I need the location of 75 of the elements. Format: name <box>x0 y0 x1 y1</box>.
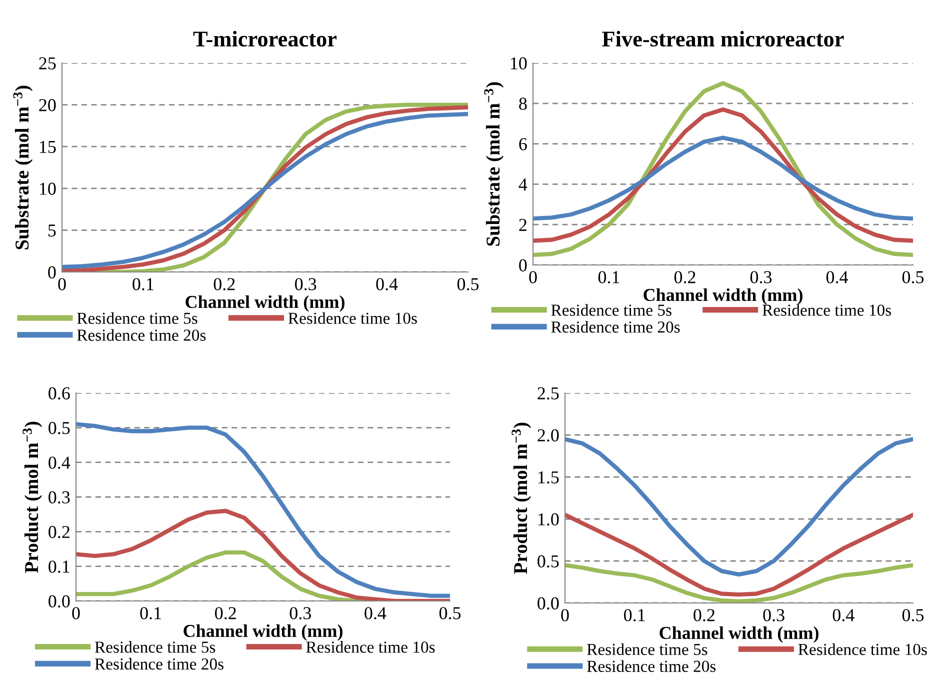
y-axis-title: Product (mol m$^{−3}$) <box>22 422 42 573</box>
y-tick-label: 10 <box>40 182 56 195</box>
x-tick-label: 0 <box>529 271 537 284</box>
y-tick-label: 0.6 <box>48 387 70 400</box>
legend-label: Residence time 20s <box>94 658 224 670</box>
x-tick-label: 0.3 <box>763 609 784 622</box>
x-tick-label: 0.5 <box>902 609 924 622</box>
x-tick-label: 0 <box>561 609 569 622</box>
x-tick-label: 0.2 <box>214 278 235 290</box>
y-tick-label: 2 <box>519 218 526 231</box>
chart-title: Five-stream microreactor <box>602 30 844 47</box>
x-axis-title: Channel width (mm) <box>186 295 344 312</box>
x-axis-title: Channel width (mm) <box>660 626 818 643</box>
y-axis-title: Substrate (mol m$^{−3}$) <box>484 82 504 246</box>
legend-label: Residence time 10s <box>306 641 435 653</box>
legend-label: Residence time 20s <box>551 320 680 333</box>
x-tick-label: 0.4 <box>832 609 854 622</box>
y-tick-label: 5 <box>48 224 56 237</box>
x-axis-title: Channel width (mm) <box>644 288 802 305</box>
x-tick-label: 0.2 <box>215 607 236 620</box>
y-tick-label: 0.3 <box>48 491 70 504</box>
x-tick-label: 0 <box>72 607 80 620</box>
y-tick-label: 6 <box>519 138 527 150</box>
line-series <box>76 422 450 598</box>
y-tick-label: 2.5 <box>538 387 559 400</box>
legend-label: Residence time 20s <box>77 329 206 341</box>
line-series <box>565 512 913 597</box>
y-tick-label: 8 <box>519 98 527 110</box>
y-tick-label: 0.2 <box>48 526 70 538</box>
x-tick-label: 0.3 <box>750 271 772 284</box>
line-series <box>533 136 913 221</box>
y-tick-label: 0.0 <box>48 595 70 608</box>
line-series <box>565 437 913 577</box>
legend-label: Residence time 10s <box>762 304 891 316</box>
x-tick-label: 0.4 <box>364 607 386 620</box>
y-tick-label: 1.5 <box>538 471 559 484</box>
line-series <box>533 81 913 257</box>
legend-label: Residence time 20s <box>587 660 716 672</box>
y-tick-label: 0.4 <box>48 456 70 469</box>
x-tick-label: 0.4 <box>376 278 398 290</box>
x-tick-label: 0.1 <box>132 278 154 290</box>
y-tick-label: 15 <box>40 140 56 154</box>
y-tick-label: 0.0 <box>538 597 559 610</box>
y-tick-label: 0.5 <box>538 555 559 568</box>
x-tick-label: 0.1 <box>598 271 620 284</box>
legend-label: Residence time 5s <box>77 312 198 324</box>
y-tick-label: 20 <box>39 99 56 112</box>
legend-label: Residence time 10s <box>798 643 927 656</box>
y-axis-title: Product (mol m$^{−3}$) <box>512 422 532 574</box>
y-tick-label: 2.0 <box>538 429 559 442</box>
x-tick-label: 0.1 <box>624 609 645 622</box>
y-tick-label: 4 <box>518 178 528 190</box>
y-tick-label: 0.1 <box>48 560 70 573</box>
x-tick-label: 0.4 <box>826 271 848 284</box>
legend-label: Residence time 5s <box>551 304 672 316</box>
chart-title: T-microreactor <box>193 30 337 47</box>
legend-label: Residence time 10s <box>288 312 417 324</box>
x-tick-label: 0.1 <box>140 607 161 620</box>
y-tick-label: 0.5 <box>48 422 70 434</box>
x-tick-label: 0.5 <box>457 278 479 290</box>
y-axis-title: Substrate (mol m$^{−3}$) <box>13 86 33 250</box>
x-tick-label: 0.5 <box>902 271 924 284</box>
x-tick-label: 0.3 <box>290 607 311 620</box>
legend-label: Residence time 5s <box>94 641 216 653</box>
y-tick-label: 10 <box>510 57 527 70</box>
x-tick-label: 0.2 <box>694 609 714 622</box>
x-tick-label: 0.5 <box>439 607 461 620</box>
x-tick-label: 0.3 <box>295 278 316 290</box>
line-series <box>533 107 913 243</box>
y-tick-label: 0 <box>519 259 527 272</box>
y-tick-label: 25 <box>39 57 56 70</box>
legend-label: Residence time 5s <box>587 643 708 656</box>
x-tick-label: 0.2 <box>674 271 696 284</box>
y-tick-label: 1.0 <box>538 513 559 526</box>
x-axis-title: Channel width (mm) <box>184 624 342 641</box>
